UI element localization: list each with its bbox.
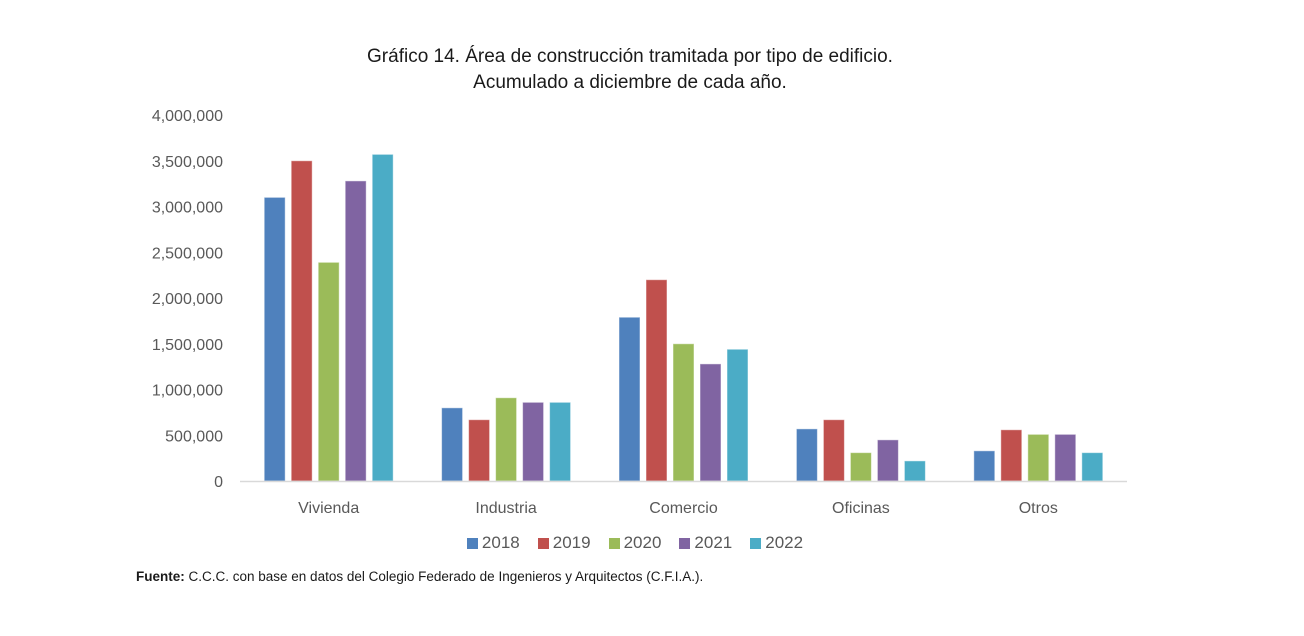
legend-item-2019: 2019 [537,533,591,553]
x-tick-label: Otros [1019,500,1058,517]
legend-swatch [750,537,762,549]
bar-vivienda-2018 [263,196,286,482]
y-tick-label: 3,500,000 [152,154,223,171]
legend-swatch [679,537,691,549]
legend-label: 2018 [481,533,520,552]
bar-otros-2021 [1054,433,1077,482]
legend-label: 2022 [765,533,804,552]
chart-title: Gráfico 14. Área de construcción tramita… [0,44,1260,96]
bar-oficinas-2022 [903,460,926,482]
bar-otros-2022 [1081,452,1104,482]
bar-otros-2018 [973,450,996,482]
legend-label: 2020 [623,533,662,552]
y-tick-label: 0 [214,474,223,491]
legend-item-2022: 2022 [750,533,803,553]
bar-comercio-2018 [618,316,641,482]
y-tick-label: 3,000,000 [152,200,223,217]
bar-industria-2021 [522,401,545,482]
legend-item-2018: 2018 [466,533,520,553]
x-tick-label: Industria [475,500,536,517]
y-tick-label: 1,000,000 [152,383,223,400]
legend-swatch [537,537,549,549]
bars [263,153,1104,482]
x-tick-label: Comercio [649,500,718,517]
bar-industria-2019 [468,419,491,482]
source-text: C.C.C. con base en datos del Colegio Fed… [184,569,704,584]
chart-title-line1: Gráfico 14. Área de construcción tramita… [367,46,893,67]
bar-comercio-2021 [699,363,722,482]
legend-item-2021: 2021 [679,533,732,553]
bar-comercio-2019 [645,279,668,482]
bar-vivienda-2021 [344,180,367,482]
y-tick-label: 1,500,000 [152,337,223,354]
bar-oficinas-2021 [876,439,899,482]
x-tick-label: Oficinas [832,500,890,517]
y-tick-label: 500,000 [165,428,223,445]
y-tick-label: 2,000,000 [152,291,223,308]
bar-vivienda-2022 [371,153,394,482]
y-tick-label: 2,500,000 [152,245,223,262]
x-tick-label: Vivienda [298,500,359,517]
legend-item-2020: 2020 [608,533,662,553]
bar-vivienda-2020 [317,261,340,482]
bar-industria-2020 [495,397,518,482]
bar-comercio-2020 [672,343,695,482]
chart-subtitle: Acumulado a diciembre de cada año. [473,72,787,93]
y-tick-label: 4,000,000 [152,108,223,125]
y-axis: 0 500,000 1,000,000 1,500,000 2,000,000 2,500… [152,108,223,491]
legend: 2018 2019 2020 2021 2022 [0,533,1270,553]
source-note: Fuente: C.C.C. con base en datos del Col… [136,569,703,584]
bar-industria-2018 [441,407,464,482]
legend-label: 2021 [694,533,733,552]
source-label: Fuente: [136,569,185,584]
bar-industria-2022 [549,401,572,482]
legend-label: 2019 [552,533,591,552]
bar-oficinas-2020 [849,452,872,482]
bar-oficinas-2018 [795,428,818,482]
bar-vivienda-2019 [290,160,313,482]
bar-otros-2020 [1027,433,1050,482]
bar-otros-2019 [1000,429,1023,482]
x-axis: Vivienda Industria Comercio Oficinas Otros [298,500,1058,517]
legend-swatch [608,537,620,549]
legend-swatch [466,537,478,549]
bar-comercio-2022 [726,348,749,482]
bar-oficinas-2019 [822,419,845,482]
